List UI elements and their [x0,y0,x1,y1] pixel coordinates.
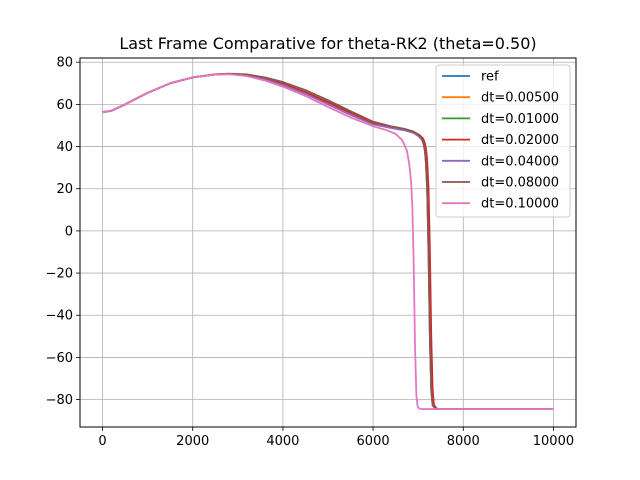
y-tick-label: 20 [56,182,73,197]
legend-box [435,64,571,218]
legend-label: dt=0.02000 [481,133,559,148]
legend: ref dt=0.00500 dt=0.01000 dt=0.02000 dt=0.04… [435,64,571,218]
x-tick-label: 4000 [266,434,299,449]
chart-title: Last Frame Comparative for theta-RK2 (th… [119,34,536,53]
y-tick-label: −40 [46,309,73,324]
legend-label: dt=0.08000 [481,176,559,191]
series-line [102,73,554,410]
y-tick-label: −60 [46,351,73,366]
legend-label: dt=0.00500 [481,91,559,106]
y-tick-label: −20 [46,267,73,282]
y-tick-label: −80 [46,393,73,408]
x-tick-label: 0 [98,434,106,449]
axis-ticks: 0 2000 4000 6000 8000 10000 −80 −60 −40 −20 0 20 40 6… [46,56,575,449]
legend-label: dt=0.01000 [481,112,559,127]
x-tick-label: 2000 [176,434,209,449]
legend-label: dt=0.04000 [481,154,559,169]
y-tick-label: 40 [56,140,73,155]
x-tick-label: 8000 [447,434,480,449]
y-tick-label: 80 [56,56,73,71]
x-tick-label: 6000 [357,434,390,449]
x-tick-label: 10000 [533,434,574,449]
y-tick-label: 60 [56,98,73,113]
legend-label: dt=0.10000 [481,197,559,212]
legend-label: ref [481,70,499,85]
y-tick-label: 0 [65,224,73,239]
plot-frame [79,57,577,428]
series-lines [102,72,554,410]
